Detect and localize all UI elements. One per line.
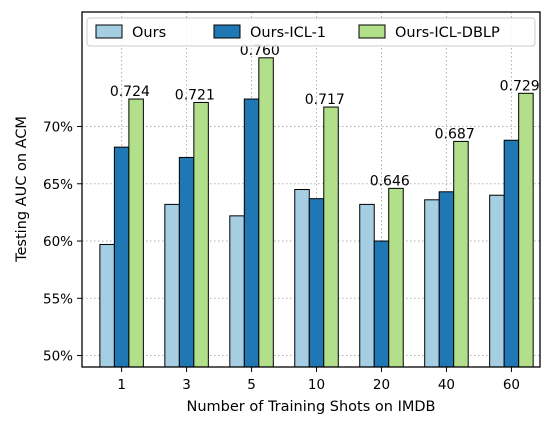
x-tick-label: 60 <box>503 377 520 393</box>
bars <box>99 57 534 368</box>
bar <box>229 215 245 368</box>
legend-label: Ours <box>132 25 166 41</box>
bar <box>193 101 209 368</box>
bar <box>388 187 404 368</box>
y-tick-label: 60% <box>43 234 73 250</box>
bar <box>99 243 115 368</box>
legend-label: Ours-ICL-DBLP <box>395 25 500 41</box>
bar <box>294 189 310 368</box>
y-tick-label: 65% <box>43 177 73 193</box>
x-tick-label: 3 <box>182 377 191 393</box>
plot-frame <box>81 11 541 368</box>
x-tick-label: 1 <box>117 377 126 393</box>
data-label: 0.717 <box>305 92 345 108</box>
bar <box>113 146 130 368</box>
data-label: 0.721 <box>175 87 215 103</box>
y-tick-label: 50% <box>43 349 73 365</box>
data-label: 0.729 <box>500 78 540 94</box>
data-label: 0.646 <box>370 173 410 189</box>
bar <box>258 57 274 368</box>
x-tick-label: 5 <box>247 377 256 393</box>
y-tick-label: 70% <box>43 120 73 136</box>
bar <box>489 194 505 368</box>
bar <box>178 156 195 368</box>
legend: Ours Ours-ICL-1 Ours-ICL-DBLP <box>86 17 536 47</box>
legend-swatch <box>213 24 241 39</box>
x-tick-label: 40 <box>438 377 455 393</box>
x-tick-label: 20 <box>373 377 390 393</box>
bar <box>164 203 180 368</box>
y-tick-label: 55% <box>43 291 73 307</box>
legend-box <box>86 17 536 47</box>
x-tick-label: 10 <box>308 377 325 393</box>
x-axis: 1 3 5 10 20 40 60 <box>117 367 520 393</box>
x-axis-label: Number of Training Shots on IMDB <box>187 399 436 415</box>
bar <box>323 106 339 368</box>
data-label: 0.760 <box>240 43 280 59</box>
legend-swatch <box>95 24 123 39</box>
legend-label: Ours-ICL-1 <box>250 25 326 41</box>
bar <box>128 98 144 368</box>
legend-swatch <box>358 24 386 39</box>
bar <box>424 199 440 368</box>
bar <box>373 240 390 368</box>
data-label: 0.724 <box>110 84 150 100</box>
bar <box>359 203 375 368</box>
y-axis: 50% 55% 60% 65% 70% <box>43 120 82 365</box>
bar <box>308 198 325 368</box>
bar <box>503 139 520 368</box>
bar <box>438 191 455 368</box>
bar <box>243 98 260 368</box>
y-axis-label: Testing AUC on ACM <box>14 116 30 263</box>
data-labels: 0.724 0.721 0.760 0.717 0.646 0.687 0.729 <box>110 43 540 190</box>
data-label: 0.687 <box>435 126 475 142</box>
bar <box>453 140 469 368</box>
bar <box>518 92 534 368</box>
